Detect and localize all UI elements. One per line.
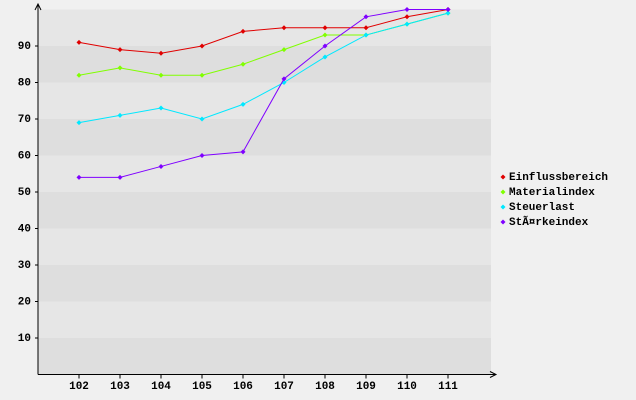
- legend-label: Materialindex: [509, 187, 595, 199]
- y-tick-label: 50: [18, 187, 31, 199]
- point: [117, 47, 123, 53]
- point: [199, 43, 205, 49]
- legend-marker: [500, 174, 506, 180]
- point: [240, 149, 246, 155]
- legend-marker: [500, 189, 506, 195]
- y-axis-arrow: [34, 2, 42, 11]
- grid-band: [38, 301, 491, 338]
- point: [281, 25, 287, 31]
- point: [158, 50, 164, 56]
- point: [404, 14, 410, 20]
- point: [322, 25, 328, 31]
- point: [240, 61, 246, 67]
- point: [363, 25, 369, 31]
- grid-band: [38, 9, 491, 46]
- grid-band: [38, 192, 491, 229]
- x-tick-label: 110: [397, 381, 417, 393]
- y-tick-label: 70: [18, 114, 31, 126]
- series-line: [79, 9, 448, 178]
- x-tick-label: 107: [274, 381, 294, 393]
- legend-marker: [500, 204, 506, 210]
- legend-marker: [500, 219, 506, 225]
- point: [199, 72, 205, 78]
- grid-band: [38, 338, 491, 375]
- grid-band: [38, 265, 491, 302]
- point: [363, 32, 369, 38]
- point: [445, 7, 451, 12]
- x-tick-label: 102: [69, 381, 89, 393]
- point: [76, 39, 82, 45]
- legend-label: Steuerlast: [509, 202, 575, 214]
- point: [445, 10, 451, 16]
- point: [158, 163, 164, 169]
- y-tick-label: 10: [18, 333, 31, 345]
- point: [404, 7, 410, 12]
- point: [117, 174, 123, 180]
- legend-label: StÃ¤rkeindex: [509, 215, 589, 229]
- point: [322, 43, 328, 49]
- x-tick-label: 103: [110, 381, 130, 393]
- series-line: [78, 12, 449, 124]
- point: [76, 174, 82, 180]
- point: [240, 28, 246, 34]
- point: [76, 120, 82, 126]
- y-tick-label: 60: [18, 150, 31, 162]
- x-tick-label: 109: [356, 381, 376, 393]
- series-line: [78, 9, 449, 54]
- y-tick-label: 20: [18, 296, 31, 308]
- point: [240, 101, 246, 107]
- point: [117, 65, 123, 71]
- y-tick-label: 90: [18, 41, 31, 53]
- y-tick-label: 40: [18, 223, 31, 235]
- x-tick-label: 108: [315, 381, 335, 393]
- grid-band: [38, 228, 491, 265]
- x-tick-label: 105: [192, 381, 212, 393]
- point: [281, 76, 287, 82]
- x-tick-label: 111: [438, 381, 458, 393]
- grid-band: [38, 119, 491, 156]
- x-axis-arrow: [489, 371, 498, 378]
- point: [158, 72, 164, 78]
- point: [199, 153, 205, 158]
- point: [158, 105, 164, 111]
- point: [117, 112, 123, 118]
- grid-band: [38, 155, 491, 192]
- grid-band: [38, 46, 491, 83]
- point: [281, 47, 287, 53]
- legend-label: Einflussbereich: [509, 172, 608, 184]
- x-tick-label: 104: [151, 381, 171, 393]
- point: [363, 14, 369, 20]
- point: [322, 54, 328, 60]
- x-tick-label: 106: [233, 381, 253, 393]
- point: [199, 116, 205, 122]
- point: [404, 21, 410, 27]
- y-tick-label: 30: [18, 260, 31, 272]
- point: [322, 32, 328, 38]
- point: [76, 72, 82, 78]
- y-tick-label: 80: [18, 77, 31, 89]
